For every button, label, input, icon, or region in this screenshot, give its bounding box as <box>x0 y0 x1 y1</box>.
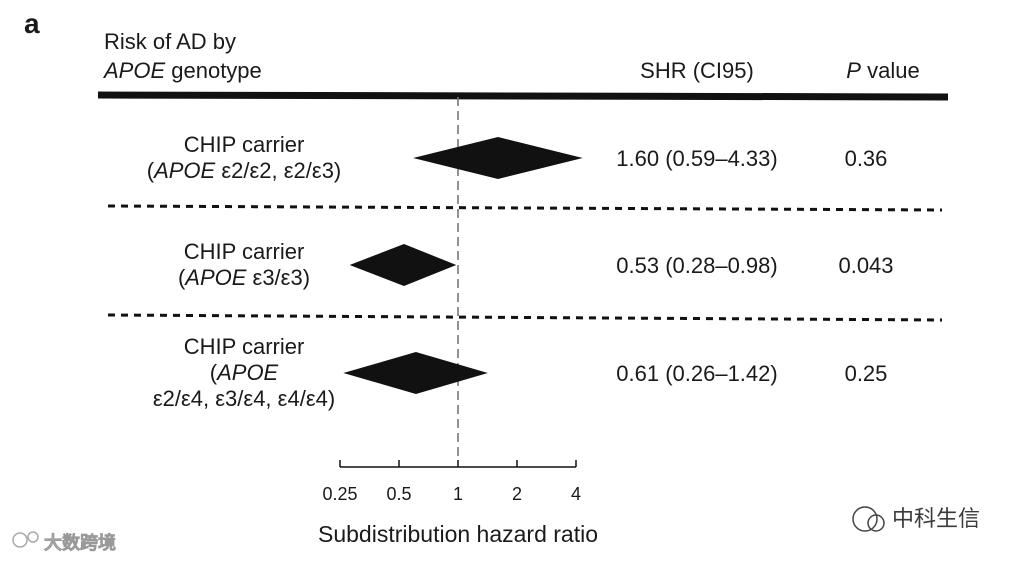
shr-value: 0.53 (0.28–0.98) <box>616 253 777 278</box>
estimate-diamond <box>343 352 488 394</box>
row-separator <box>107 204 943 212</box>
header-shr: SHR (CI95) <box>640 58 754 83</box>
row-label-line: CHIP carrier <box>184 132 305 157</box>
header-p-symbol: P <box>846 58 861 83</box>
watermark-right-text: 中科生信 <box>892 506 980 531</box>
x-tick-label: 1 <box>453 484 463 504</box>
header-rule <box>97 91 949 101</box>
label-text: ( <box>210 360 218 385</box>
watermark-left: 大数跨境 <box>12 531 116 553</box>
estimate-diamond <box>413 137 583 179</box>
row-label-line: CHIP carrier <box>184 334 305 359</box>
gene-name: APOE <box>215 360 278 385</box>
forest-row: CHIP carrier(APOE ε2/ε2, ε2/ε3) 1.60 (0.5… <box>147 132 888 183</box>
rows-layer: CHIP carrier(APOE ε2/ε2, ε2/ε3) 1.60 (0.5… <box>147 132 894 411</box>
row-label-line: (APOE <box>210 360 279 385</box>
header-p-value: P value <box>846 58 919 83</box>
row-label-line: ε2/ε4, ε3/ε4, ε4/ε4) <box>153 386 335 411</box>
label-text: ε2/ε2, ε2/ε3) <box>215 158 341 183</box>
chat-bubble-icon <box>867 514 885 532</box>
x-tick-label: 4 <box>571 484 581 504</box>
panel-label: a <box>24 8 40 39</box>
row-label-line: (APOE ε2/ε2, ε2/ε3) <box>147 158 342 183</box>
label-text: CHIP carrier <box>184 132 305 157</box>
x-axis: 0.25 0.5 1 2 4 <box>322 460 581 504</box>
chat-bubble-icon <box>852 506 878 532</box>
x-axis-label: Subdistribution hazard ratio <box>318 521 598 547</box>
x-tick-label: 2 <box>512 484 522 504</box>
label-text: ( <box>178 265 186 290</box>
row-label-line: (APOE ε3/ε3) <box>178 265 310 290</box>
label-text: ε2/ε4, ε3/ε4, ε4/ε4) <box>153 386 335 411</box>
p-value: 0.36 <box>845 146 888 171</box>
header-genotype-label: APOE genotype <box>102 58 262 83</box>
row-separator <box>107 313 943 322</box>
p-value: 0.043 <box>838 253 893 278</box>
estimate-diamond <box>349 244 457 286</box>
header-risk-label: Risk of AD by <box>104 29 236 54</box>
row-label-line: CHIP carrier <box>184 239 305 264</box>
p-value: 0.25 <box>845 361 888 386</box>
x-tick-label: 0.25 <box>322 484 357 504</box>
label-text: ε3/ε3) <box>246 265 310 290</box>
shr-value: 0.61 (0.26–1.42) <box>616 361 777 386</box>
logo-ring-icon <box>12 532 28 548</box>
label-text: ( <box>147 158 155 183</box>
header-genotype-word: genotype <box>165 58 262 83</box>
watermark-right: 中科生信 <box>852 506 980 532</box>
gene-name: APOE <box>183 265 246 290</box>
header-p-word: value <box>861 58 920 83</box>
shr-value: 1.60 (0.59–4.33) <box>616 146 777 171</box>
x-tick-label: 0.5 <box>386 484 411 504</box>
watermark-left-text: 大数跨境 <box>44 532 116 553</box>
label-text: CHIP carrier <box>184 239 305 264</box>
logo-ring-icon <box>27 531 39 543</box>
gene-name: APOE <box>152 158 215 183</box>
forest-row: CHIP carrier(APOE ε3/ε3) 0.53 (0.28–0.98)… <box>178 239 894 290</box>
label-text: CHIP carrier <box>184 334 305 359</box>
header-gene-name: APOE <box>102 58 165 83</box>
